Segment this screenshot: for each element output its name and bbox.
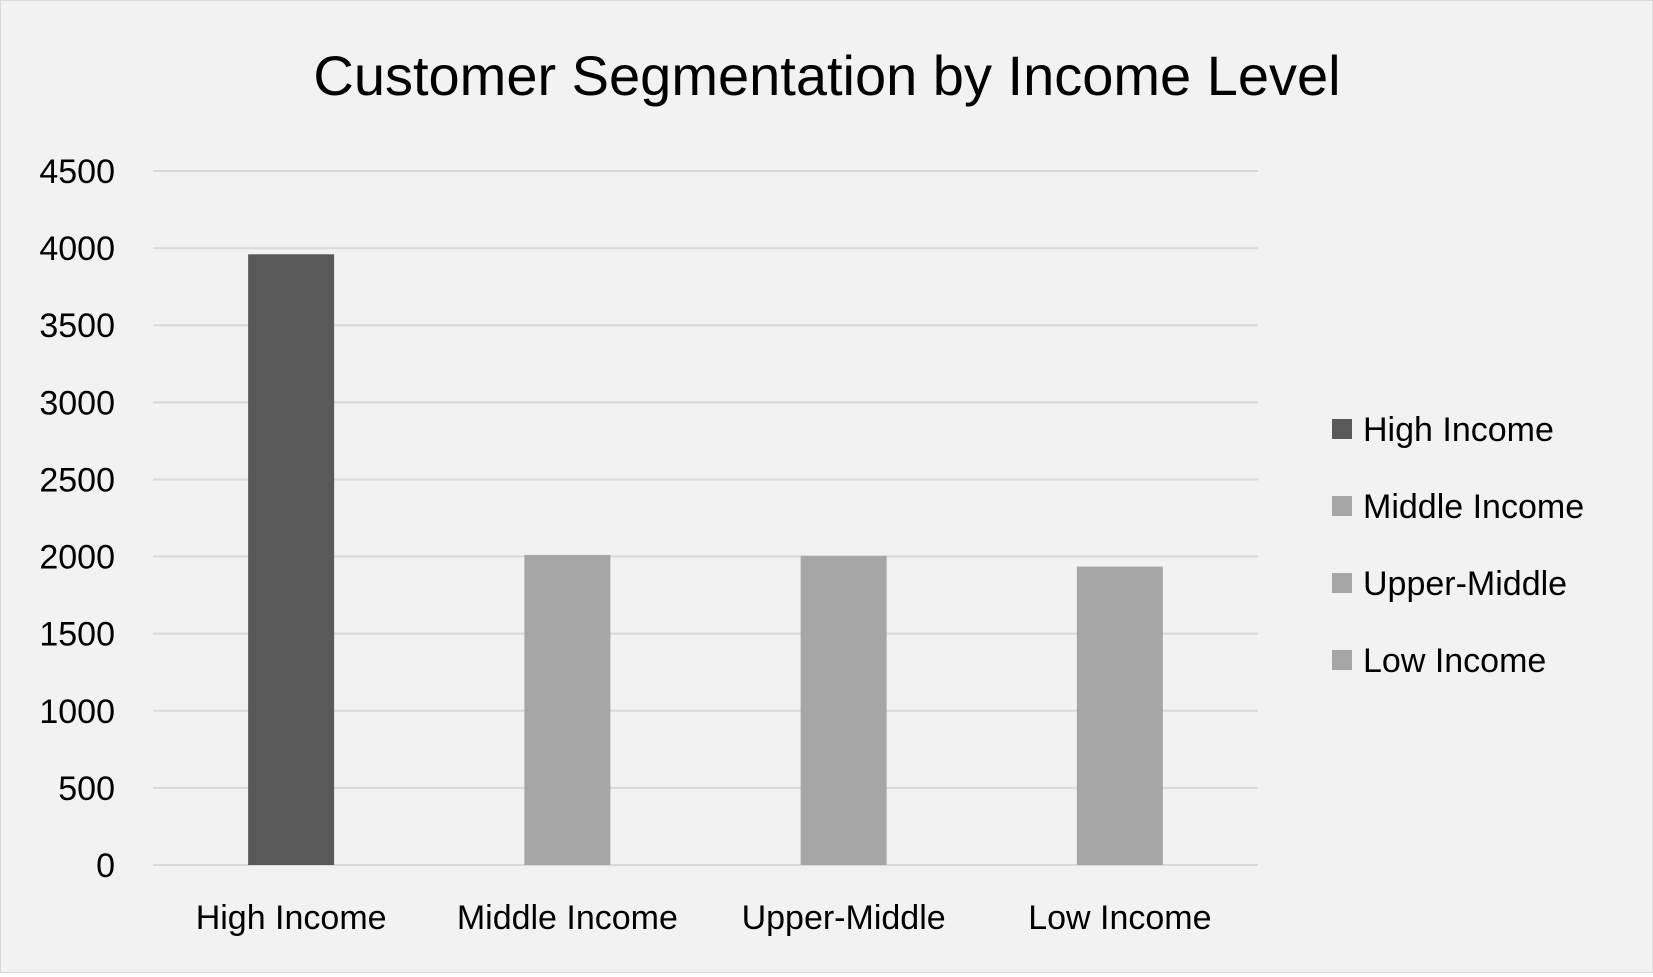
y-tick-label: 1000 — [39, 693, 115, 731]
x-axis-tick-labels: High Income Middle Income Upper-Middle Low … — [196, 899, 1212, 937]
legend-label: Upper-Middle — [1363, 565, 1567, 603]
legend-swatch — [1332, 496, 1352, 516]
legend-swatch — [1332, 650, 1352, 670]
bars — [248, 254, 1163, 865]
bar-high-income — [248, 254, 335, 865]
y-tick-label: 3500 — [39, 307, 115, 345]
y-tick-label: 3000 — [39, 384, 115, 422]
x-tick-label: Middle Income — [457, 899, 678, 937]
x-tick-label: Upper-Middle — [742, 899, 946, 937]
bar-middle-income — [524, 555, 611, 865]
bar-low-income — [1076, 566, 1163, 865]
legend-label: Middle Income — [1363, 488, 1584, 526]
y-tick-label: 2000 — [39, 539, 115, 577]
y-tick-label: 500 — [58, 770, 115, 808]
y-tick-label: 1500 — [39, 616, 115, 654]
legend-label: Low Income — [1363, 642, 1546, 680]
gridlines — [153, 170, 1258, 866]
bar-upper-middle — [800, 555, 887, 865]
x-tick-label: Low Income — [1028, 899, 1211, 937]
y-tick-label: 4000 — [39, 230, 115, 268]
y-tick-label: 0 — [96, 847, 115, 885]
y-tick-label: 2500 — [39, 461, 115, 499]
legend-swatch — [1332, 573, 1352, 593]
x-tick-label: High Income — [196, 899, 387, 937]
legend: High Income Middle Income Upper-Middle Low … — [1332, 411, 1584, 680]
legend-label: High Income — [1363, 411, 1554, 449]
y-axis-tick-labels: 0 500 1000 1500 2000 2500 3000 3500 4000 4500 — [39, 153, 115, 885]
legend-swatch — [1332, 419, 1352, 439]
y-tick-label: 4500 — [39, 153, 115, 191]
chart-title: Customer Segmentation by Income Level — [313, 44, 1340, 107]
